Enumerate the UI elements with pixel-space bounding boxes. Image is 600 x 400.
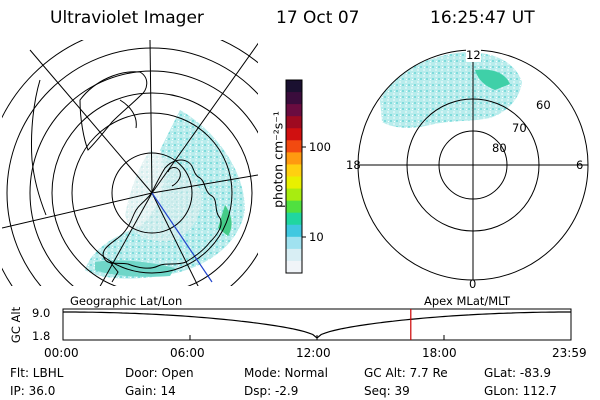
mlat-label-60: 60 bbox=[536, 98, 551, 112]
mlat-label-80: 80 bbox=[492, 141, 507, 155]
x-tick-0600: 06:00 bbox=[170, 346, 205, 360]
color-bar-segment bbox=[286, 260, 302, 274]
y-tick-1-8: 1.8 bbox=[32, 329, 51, 343]
colorbar-unit-label: photon cm⁻²s⁻¹ bbox=[270, 111, 286, 208]
mlt-label-18: 18 bbox=[346, 158, 361, 172]
color-bar-segment bbox=[286, 176, 302, 190]
color-bar-segment bbox=[286, 200, 302, 214]
mlat-label-70: 70 bbox=[512, 121, 527, 135]
instrument-title: Ultraviolet Imager bbox=[50, 8, 204, 28]
info-seq: Seq: 39 bbox=[364, 384, 410, 398]
info-gain: Gain: 14 bbox=[125, 384, 176, 398]
magnetic-meridian bbox=[151, 192, 213, 283]
info-gc-alt: GC Alt: 7.7 Re bbox=[364, 366, 448, 380]
geographic-map bbox=[2, 40, 258, 286]
mlt-lines bbox=[358, 50, 588, 280]
mlt-label-0: 0 bbox=[469, 277, 477, 291]
x-tick-1200: 12:00 bbox=[296, 346, 331, 360]
time-axis-ticks bbox=[62, 335, 572, 340]
color-bar-segment bbox=[286, 188, 302, 202]
color-bar-segment bbox=[286, 140, 302, 153]
info-glon: GLon: 112.7 bbox=[484, 384, 557, 398]
color-bar-ticks bbox=[302, 146, 306, 238]
magnetic-polar-map bbox=[357, 49, 589, 281]
color-bar-frame bbox=[285, 79, 303, 274]
observation-time: 16:25:47 UT bbox=[430, 8, 535, 28]
color-bar-segment bbox=[286, 104, 302, 117]
info-mode: Mode: Normal bbox=[244, 366, 328, 380]
color-bar-segment bbox=[286, 152, 302, 165]
color-bar-segment bbox=[286, 128, 302, 141]
altitude-curve bbox=[63, 311, 571, 339]
uv-emission-right-bright bbox=[475, 69, 510, 90]
color-bar-segment bbox=[286, 248, 302, 262]
latitude-circles bbox=[2, 40, 258, 286]
gc-alt-axis-title: GC Alt bbox=[9, 306, 23, 344]
uv-emission-left bbox=[85, 110, 245, 279]
colorbar-tick-100: 100 bbox=[309, 140, 331, 154]
info-dsp: Dsp: -2.9 bbox=[244, 384, 299, 398]
color-bar bbox=[285, 79, 303, 274]
y-tick-9: 9.0 bbox=[32, 306, 51, 320]
color-bar-segment bbox=[286, 164, 302, 177]
uv-emission-right bbox=[380, 52, 522, 128]
mlt-label-12: 12 bbox=[466, 48, 481, 62]
x-tick-0000: 00:00 bbox=[44, 346, 79, 360]
colorbar-tick-10: 10 bbox=[309, 230, 324, 244]
info-ip: IP: 36.0 bbox=[10, 384, 56, 398]
info-glat: GLat: -83.9 bbox=[484, 366, 551, 380]
mlt-label-6: 6 bbox=[576, 158, 584, 172]
x-tick-2359: 23:59 bbox=[552, 346, 587, 360]
observation-date: 17 Oct 07 bbox=[276, 8, 360, 28]
color-bar-segment bbox=[286, 212, 302, 226]
info-filter: Flt: LBHL bbox=[10, 366, 64, 380]
longitude-lines bbox=[2, 40, 258, 286]
coastlines bbox=[30, 71, 222, 283]
color-bar-segment bbox=[286, 224, 302, 238]
info-door: Door: Open bbox=[125, 366, 194, 380]
color-bar-segment bbox=[286, 236, 302, 250]
altitude-timeline bbox=[62, 308, 572, 341]
color-bar-segment bbox=[286, 92, 302, 105]
color-bar-segment bbox=[286, 80, 302, 93]
x-tick-1800: 18:00 bbox=[422, 346, 457, 360]
color-bar-segment bbox=[286, 116, 302, 129]
geographic-label: Geographic Lat/Lon bbox=[70, 294, 183, 308]
apex-label: Apex MLat/MLT bbox=[424, 294, 511, 308]
